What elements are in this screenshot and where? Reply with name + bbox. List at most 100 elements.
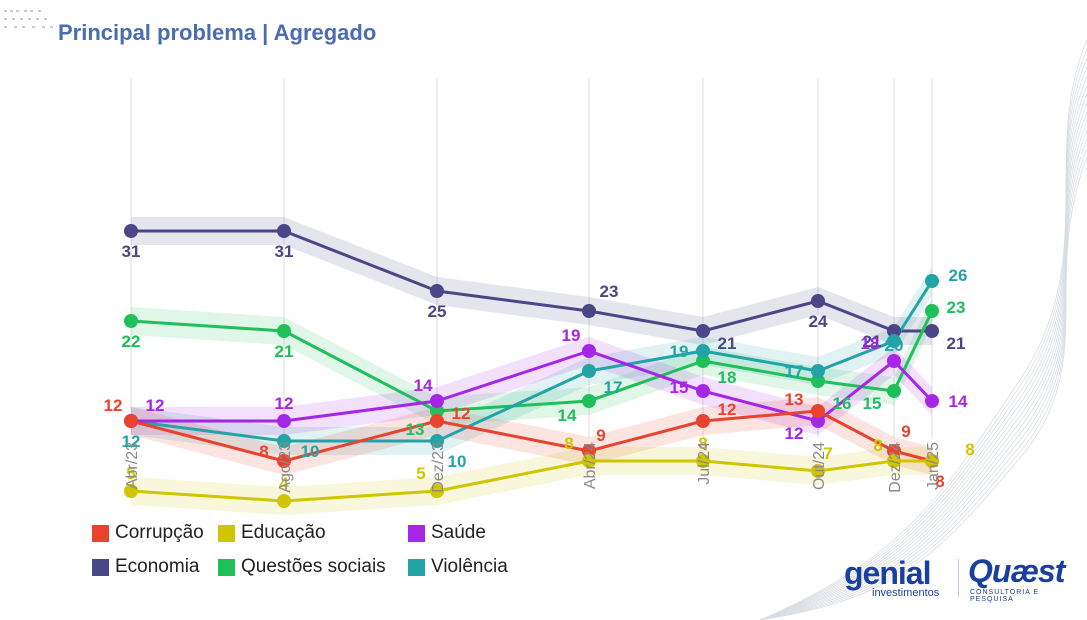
data-label: 21	[947, 334, 966, 353]
data-point	[124, 414, 138, 428]
data-label: 17	[604, 378, 623, 397]
data-point	[430, 484, 444, 498]
data-label: 31	[122, 242, 141, 261]
data-label: 23	[600, 282, 619, 301]
data-label: 14	[558, 406, 577, 425]
data-point	[925, 394, 939, 408]
decorative-dots	[4, 10, 53, 28]
confidence-band	[131, 297, 932, 425]
data-point	[811, 364, 825, 378]
data-label: 22	[122, 332, 141, 351]
data-label: 12	[452, 404, 471, 423]
data-label: 8	[965, 440, 974, 459]
background-wave	[759, 156, 1087, 620]
legend: Corrupção Educação Saúde Economia Questõ…	[92, 522, 548, 578]
legend-label: Economia	[115, 556, 200, 577]
data-point	[124, 224, 138, 238]
background-wave	[759, 93, 1087, 620]
background-wave	[759, 66, 1087, 620]
legend-item-corrupcao: Corrupção	[92, 522, 218, 544]
x-tick-label: Jan/25	[925, 442, 942, 490]
legend-swatch	[408, 524, 425, 542]
data-label: 18	[718, 368, 737, 387]
data-label: 14	[414, 376, 433, 395]
data-point	[277, 414, 291, 428]
background-wave	[759, 138, 1087, 620]
data-label: 24	[809, 312, 828, 331]
legend-item-violencia: Violência	[408, 556, 548, 578]
background-waves	[759, 39, 1087, 620]
genial-logo: genial	[844, 555, 931, 591]
data-point	[925, 304, 939, 318]
confidence-band	[131, 397, 932, 475]
data-point	[887, 444, 901, 458]
data-label: 23	[947, 298, 966, 317]
legend-label: Questões sociais	[241, 556, 386, 577]
confidence-band	[131, 267, 932, 455]
data-label: 5	[126, 464, 135, 483]
data-point	[696, 454, 710, 468]
data-point	[277, 494, 291, 508]
series-line	[131, 229, 932, 333]
x-tick-labels: Abr/23 Ago/23 Dez/23 Abr/24 Jul/24 Out/24 Dez/…	[124, 442, 942, 493]
legend-swatch	[92, 558, 109, 576]
data-point	[582, 344, 596, 358]
page-title: Principal problema | Agregado	[58, 20, 377, 45]
data-label: 21	[863, 332, 882, 351]
legend-label: Educação	[241, 522, 326, 543]
data-label: 12	[718, 400, 737, 419]
confidence-band	[131, 337, 932, 435]
series-lines	[130, 229, 934, 503]
data-point	[811, 464, 825, 478]
data-label: 26	[949, 266, 968, 285]
data-point	[277, 224, 291, 238]
data-point	[811, 404, 825, 418]
data-point	[811, 374, 825, 388]
series-line	[130, 409, 933, 463]
data-label: 14	[949, 392, 968, 411]
data-label: 18	[861, 334, 880, 353]
data-point	[124, 484, 138, 498]
legend-label: Violência	[431, 556, 508, 577]
data-point	[277, 454, 291, 468]
background-wave	[759, 102, 1087, 620]
background-wave	[759, 147, 1087, 620]
data-point	[925, 454, 939, 468]
data-point	[811, 414, 825, 428]
data-label: 5	[416, 464, 425, 483]
data-label: 19	[562, 326, 581, 345]
data-labels: 31 31 25 23 21 24 21 21 22 21 13 14 18 16 15 23 12 10 10 17…	[104, 242, 975, 493]
series-line	[131, 349, 934, 423]
data-label: 31	[275, 242, 294, 261]
data-label: 8	[873, 436, 882, 455]
quaest-logo-subtitle: CONSULTORIA E PESQUISA	[970, 589, 1040, 603]
data-label: 12	[146, 396, 165, 415]
data-point	[582, 454, 596, 468]
data-point	[430, 404, 444, 418]
logos: genial investimentos Quæst CONSULTORIA E…	[840, 553, 1080, 605]
legend-swatch	[218, 524, 235, 542]
genial-logo-subtitle: investimentos	[872, 587, 940, 599]
data-label: 21	[275, 342, 294, 361]
data-point	[696, 324, 710, 338]
background-wave	[759, 84, 1087, 620]
data-label: 4	[279, 474, 289, 493]
x-tick-label: Dez/23	[430, 442, 447, 493]
data-label: 15	[863, 394, 882, 413]
legend-label: Saúde	[431, 522, 486, 543]
data-point	[430, 414, 444, 428]
data-label: 20	[885, 336, 904, 355]
data-label: 8	[259, 442, 268, 461]
data-point	[582, 444, 596, 458]
series-line	[130, 459, 932, 503]
data-point	[887, 354, 901, 368]
legend-item-questoes-sociais: Questões sociais	[218, 556, 408, 578]
background-wave	[759, 48, 1087, 620]
data-label: 9	[596, 426, 605, 445]
data-label: 12	[785, 424, 804, 443]
legend-item-economia: Economia	[92, 556, 218, 578]
data-label: 17	[785, 362, 804, 381]
background-wave	[759, 111, 1087, 620]
data-point	[277, 324, 291, 338]
legend-item-saude: Saúde	[408, 522, 548, 544]
